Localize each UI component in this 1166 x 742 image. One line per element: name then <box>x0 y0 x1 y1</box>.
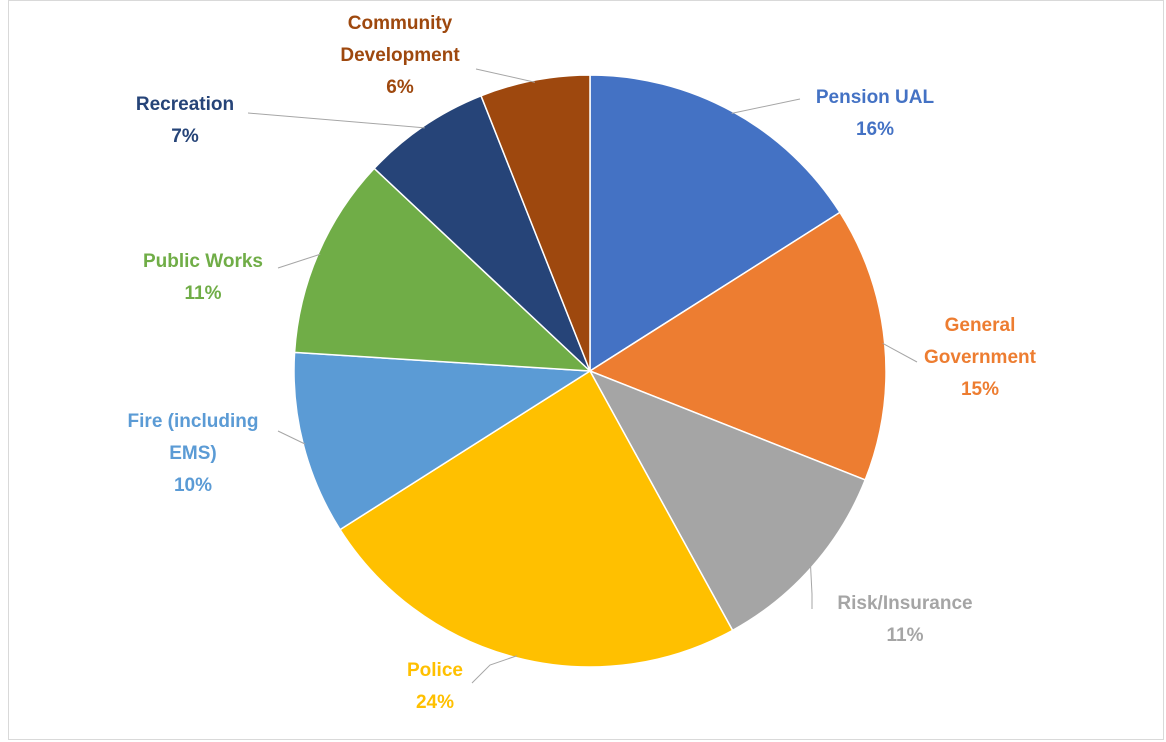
data-label: Risk/Insurance 11% <box>837 593 972 646</box>
pie-slice-police <box>339 369 734 668</box>
slice-percent: 24% <box>416 692 454 713</box>
pie-slice-pension-ual <box>589 74 841 373</box>
slice-percent: 10% <box>174 475 212 496</box>
pie-slice-recreation <box>373 94 591 372</box>
pie-slice-community-development <box>480 74 591 372</box>
leader-line <box>810 565 813 609</box>
slice-label: Public Works <box>143 251 263 272</box>
data-label: Public Works 11% <box>143 251 263 304</box>
data-label: General Government 15% <box>924 315 1037 400</box>
data-label: Community Development 6% <box>340 13 460 98</box>
data-label: Police 24% <box>407 660 463 713</box>
leader-line <box>277 253 321 269</box>
pie-slice-risk-insurance <box>588 369 867 632</box>
leader-line <box>731 98 801 114</box>
slice-label: General <box>945 315 1016 336</box>
slice-label: EMS) <box>169 443 217 464</box>
slice-percent: 11% <box>185 283 222 304</box>
slice-label: Community <box>348 13 453 34</box>
leader-line <box>882 342 918 363</box>
pie-slice-fire-including-ems <box>293 351 593 531</box>
slice-percent: 7% <box>171 126 199 147</box>
data-label: Fire (including EMS) 10% <box>128 411 259 496</box>
slice-label: Recreation <box>136 94 234 115</box>
slice-label: Government <box>924 347 1037 368</box>
slice-label: Fire (including <box>128 411 259 432</box>
leader-line <box>471 655 518 684</box>
pie-slice-general-government <box>588 211 887 481</box>
leader-line <box>475 68 536 83</box>
slice-label: Risk/Insurance <box>837 593 972 614</box>
slice-percent: 6% <box>386 77 414 98</box>
data-label: Pension UAL 16% <box>816 87 935 140</box>
slice-label: Pension UAL <box>816 87 935 108</box>
slice-percent: 16% <box>856 119 894 140</box>
data-label: Recreation 7% <box>136 94 234 147</box>
slice-label: Police <box>407 660 463 681</box>
slice-percent: 11% <box>887 625 924 646</box>
pie-slice-public-works <box>293 167 593 372</box>
leader-line <box>247 112 425 129</box>
slice-percent: 15% <box>961 379 999 400</box>
slice-label: Development <box>340 45 460 66</box>
leader-line <box>277 430 306 445</box>
